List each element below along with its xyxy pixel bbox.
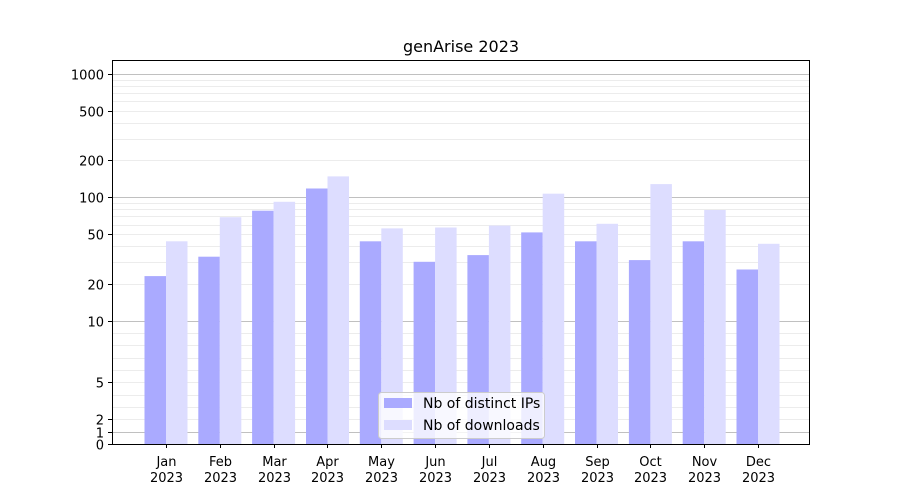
x-tick-label-year: 2023 <box>527 471 560 486</box>
x-tick-label-month: Jan <box>155 455 176 470</box>
y-tick-label: 100 <box>79 192 104 207</box>
legend: Nb of distinct IPs Nb of downloads <box>378 392 545 439</box>
x-tick-label-year: 2023 <box>204 471 237 486</box>
y-tick-label: 2 <box>96 414 104 429</box>
bar-distinct-ips <box>198 256 220 444</box>
y-tick-label: 1 <box>96 427 104 442</box>
bar-distinct-ips <box>359 241 382 444</box>
bar-distinct-ips <box>682 241 705 444</box>
bar-downloads <box>596 223 618 444</box>
legend-label-distinct-ips: Nb of distinct IPs <box>423 396 540 412</box>
bar-downloads <box>650 184 672 444</box>
bar-distinct-ips <box>252 210 274 444</box>
x-tick-label-year: 2023 <box>365 471 398 486</box>
bar-distinct-ips <box>144 276 166 444</box>
legend-box <box>378 392 545 439</box>
bar-distinct-ips <box>306 188 328 444</box>
x-axis: Jan2023Feb2023Mar2023Apr2023May2023Jun20… <box>150 444 775 486</box>
bar-downloads <box>381 228 403 444</box>
x-tick-label-month: Mar <box>262 455 287 470</box>
bar-downloads <box>542 193 565 444</box>
x-tick-label-month: Sep <box>585 455 610 470</box>
y-axis: 012 5 10 20 50 100 200 500 1000 <box>71 69 112 454</box>
bar-distinct-ips <box>736 269 758 444</box>
x-tick-label-month: Dec <box>746 455 771 470</box>
x-tick-label-year: 2023 <box>311 471 344 486</box>
x-tick-label-year: 2023 <box>473 471 506 486</box>
x-tick-label-month: Feb <box>209 455 232 470</box>
y-tick-label: 50 <box>87 229 104 244</box>
bar-downloads <box>435 227 457 444</box>
bar-downloads <box>166 241 188 444</box>
x-tick-label-year: 2023 <box>258 471 291 486</box>
x-tick-label-year: 2023 <box>581 471 614 486</box>
y-tick-label: 0 <box>96 439 104 454</box>
y-tick-label: 5 <box>96 377 104 392</box>
y-tick-label: 20 <box>87 279 104 294</box>
bar-downloads <box>704 210 726 444</box>
legend-swatch-distinct-ips <box>384 398 412 408</box>
y-tick-label: 200 <box>79 155 104 170</box>
x-tick-label-year: 2023 <box>419 471 452 486</box>
x-tick-label-year: 2023 <box>688 471 721 486</box>
plot-frame <box>112 60 810 445</box>
x-tick-label-month: Jul <box>481 455 498 470</box>
bar-distinct-ips <box>628 260 651 444</box>
x-tick-label-month: Jun <box>424 455 445 470</box>
x-tick-label-year: 2023 <box>742 471 775 486</box>
y-tick-label: 10 <box>87 316 104 331</box>
x-tick-label-year: 2023 <box>634 471 667 486</box>
bar-distinct-ips <box>575 241 597 444</box>
chart-title: genArise 2023 <box>403 37 519 56</box>
x-tick-label-month: Oct <box>639 455 661 470</box>
legend-swatch-downloads <box>384 420 412 430</box>
x-tick-label-month: Apr <box>316 455 339 470</box>
x-tick-label-month: Nov <box>692 455 718 470</box>
legend-label-downloads: Nb of downloads <box>423 418 540 434</box>
y-tick-label: 1000 <box>71 69 104 84</box>
y-tick-label: 500 <box>79 106 104 121</box>
bar-downloads <box>273 201 296 444</box>
x-tick-label-month: May <box>368 455 395 470</box>
bar-downloads <box>219 217 242 444</box>
x-tick-label-year: 2023 <box>150 471 183 486</box>
bar-downloads <box>758 243 780 444</box>
bar-downloads <box>327 176 349 444</box>
x-tick-label-month: Aug <box>531 455 556 470</box>
bar-distinct-ips <box>521 232 543 444</box>
bar-downloads <box>488 225 511 444</box>
